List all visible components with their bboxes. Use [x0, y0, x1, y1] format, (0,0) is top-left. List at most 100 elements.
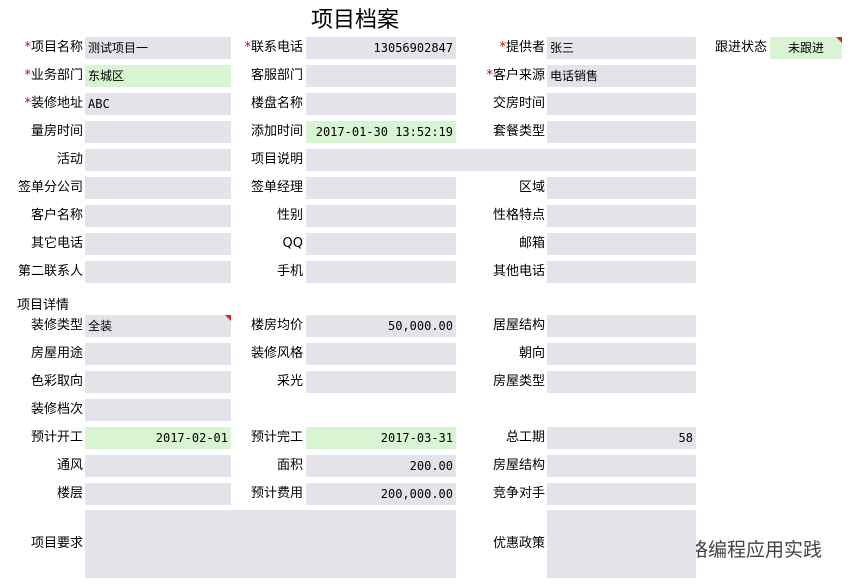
- input-field[interactable]: [306, 149, 696, 171]
- input-field[interactable]: [547, 261, 696, 283]
- label-text: 活动: [56, 152, 83, 167]
- field-label: *联系电话: [244, 37, 303, 59]
- label-text: 朝向: [518, 346, 545, 361]
- input-field[interactable]: 200,000.00: [306, 483, 456, 505]
- input-field[interactable]: ABC: [85, 93, 231, 115]
- field-label: 量房时间: [31, 121, 83, 143]
- field-label: 楼房均价: [251, 315, 303, 337]
- input-field[interactable]: 200.00: [306, 455, 456, 477]
- label-text: 竞争对手: [492, 486, 545, 501]
- input-field[interactable]: [306, 371, 456, 393]
- input-field[interactable]: [306, 343, 456, 365]
- required-mark: *: [24, 96, 31, 111]
- field-label: *提供者: [499, 37, 545, 59]
- label-text: 区域: [518, 180, 545, 195]
- input-field[interactable]: 2017-03-31: [306, 427, 456, 449]
- label-text: 交房时间: [492, 96, 545, 111]
- label-text: 预计完工: [250, 430, 303, 445]
- field-label: 签单分公司: [18, 177, 83, 199]
- input-field[interactable]: [85, 233, 231, 255]
- field-label: *客户来源: [486, 65, 545, 87]
- input-field[interactable]: [547, 205, 696, 227]
- field-value: 13056902847: [373, 41, 453, 55]
- field-label: 竞争对手: [493, 483, 545, 505]
- label-text: 楼房均价: [250, 318, 303, 333]
- input-field[interactable]: 东城区: [85, 65, 231, 87]
- input-field[interactable]: [547, 510, 696, 578]
- field-label: 预计费用: [251, 483, 303, 505]
- field-label: 手机: [277, 261, 303, 283]
- label-text: 通风: [56, 458, 83, 473]
- field-label: 楼盘名称: [251, 93, 303, 115]
- input-field[interactable]: [547, 315, 696, 337]
- input-field[interactable]: 测试项目一: [85, 37, 231, 59]
- input-field[interactable]: [85, 149, 231, 171]
- input-field[interactable]: [306, 177, 456, 199]
- field-label: 项目说明: [251, 149, 303, 171]
- label-text: 客服部门: [250, 68, 303, 83]
- comment-marker: [836, 37, 842, 43]
- input-field[interactable]: 50,000.00: [306, 315, 456, 337]
- field-label: 面积: [277, 455, 303, 477]
- label-text: 预计开工: [30, 430, 83, 445]
- label-text: 添加时间: [250, 124, 303, 139]
- input-field[interactable]: 未跟进: [770, 37, 842, 59]
- input-field[interactable]: [85, 371, 231, 393]
- field-value: 张三: [550, 41, 575, 55]
- field-value: 未跟进: [787, 41, 824, 55]
- field-label: 跟进状态: [715, 37, 767, 59]
- required-mark: *: [24, 40, 31, 55]
- input-field[interactable]: [547, 177, 696, 199]
- input-field[interactable]: 2017-02-01: [85, 427, 231, 449]
- input-field[interactable]: 2017-01-30 13:52:19: [306, 121, 456, 143]
- input-field[interactable]: [547, 483, 696, 505]
- label-text: 性格特点: [492, 208, 545, 223]
- label-text: 装修档次: [30, 402, 83, 417]
- field-label: 项目要求: [31, 533, 83, 555]
- input-field[interactable]: 58: [547, 427, 696, 449]
- field-label: 通风: [57, 455, 83, 477]
- label-text: 项目名称: [30, 40, 83, 55]
- input-field[interactable]: [85, 455, 231, 477]
- input-field[interactable]: [85, 343, 231, 365]
- input-field[interactable]: [306, 261, 456, 283]
- input-field[interactable]: [306, 65, 456, 87]
- field-label: 朝向: [519, 343, 545, 365]
- input-field[interactable]: [85, 399, 231, 421]
- input-field[interactable]: [85, 510, 456, 578]
- field-label: 预计完工: [251, 427, 303, 449]
- field-label: 区域: [519, 177, 545, 199]
- input-field[interactable]: [85, 483, 231, 505]
- required-mark: *: [244, 40, 251, 55]
- input-field[interactable]: [547, 93, 696, 115]
- input-field[interactable]: 全装: [85, 315, 231, 337]
- field-label: *业务部门: [24, 65, 83, 87]
- input-field[interactable]: [85, 177, 231, 199]
- field-value: 2017-03-31: [380, 431, 453, 445]
- field-label: 其它电话: [31, 233, 83, 255]
- input-field[interactable]: [85, 121, 231, 143]
- input-field[interactable]: 电话销售: [547, 65, 696, 87]
- input-field[interactable]: [85, 261, 231, 283]
- field-label: 优惠政策: [493, 533, 545, 555]
- label-text: 预计费用: [250, 486, 303, 501]
- label-text: 套餐类型: [492, 124, 545, 139]
- field-label: 楼层: [57, 483, 83, 505]
- input-field[interactable]: [85, 205, 231, 227]
- label-text: 色彩取向: [30, 374, 83, 389]
- input-field[interactable]: 张三: [547, 37, 696, 59]
- input-field[interactable]: 13056902847: [306, 37, 456, 59]
- input-field[interactable]: [306, 233, 456, 255]
- input-field[interactable]: [306, 93, 456, 115]
- input-field[interactable]: [547, 121, 696, 143]
- field-label: 活动: [57, 149, 83, 171]
- field-label: 装修档次: [31, 399, 83, 421]
- label-text: 客户名称: [30, 208, 83, 223]
- input-field[interactable]: [547, 371, 696, 393]
- input-field[interactable]: [547, 233, 696, 255]
- input-field[interactable]: [306, 205, 456, 227]
- input-field[interactable]: [547, 343, 696, 365]
- input-field[interactable]: [547, 455, 696, 477]
- field-value: 200.00: [409, 459, 453, 473]
